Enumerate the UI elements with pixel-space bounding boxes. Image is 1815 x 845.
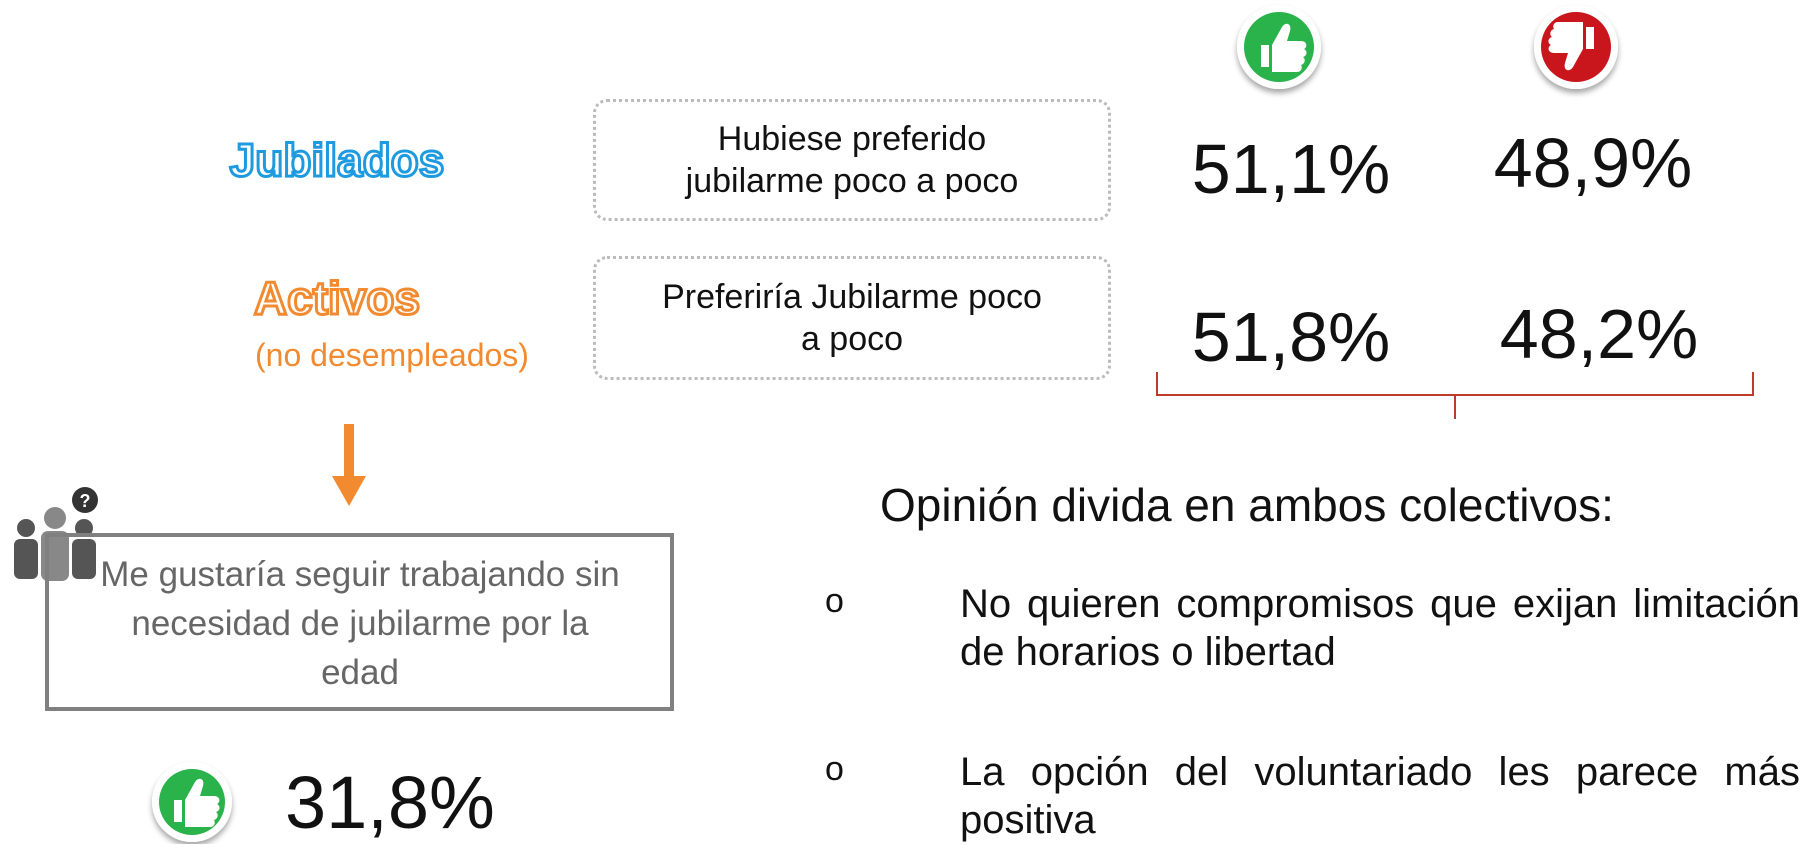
thumb-up-icon bbox=[1237, 5, 1321, 89]
people-icon: ? bbox=[14, 487, 98, 581]
thumb-up-icon bbox=[152, 762, 232, 842]
statement-box: Hubiese preferido jubilarme poco a poco bbox=[593, 99, 1111, 221]
statement: Hubiese preferido jubilarme poco a poco bbox=[685, 119, 1019, 201]
statement-box bbox=[45, 533, 674, 711]
statement-box: Preferiría Jubilarme poco a poco bbox=[593, 256, 1111, 380]
group-title: Jubilados bbox=[230, 134, 445, 186]
icon-badge: ? bbox=[80, 491, 91, 511]
group-title: Activos bbox=[254, 272, 420, 324]
agree-percent: 51,8% bbox=[1191, 298, 1391, 376]
thumb-down-icon bbox=[1534, 5, 1618, 89]
agree-percent: 51,1% bbox=[1191, 130, 1391, 208]
bullet-text: La opción del voluntariado les parece má… bbox=[960, 750, 1800, 842]
statement: Preferiría Jubilarme poco a poco bbox=[662, 277, 1042, 359]
conclusion-title: Opinión divida en ambos colectivos: bbox=[880, 479, 1614, 531]
bracket bbox=[1156, 372, 1754, 419]
bullet-marker: o bbox=[825, 582, 844, 620]
bullet-text: No quieren compromisos que exijan limita… bbox=[960, 582, 1800, 674]
bullet-marker: o bbox=[825, 750, 844, 788]
down-arrow bbox=[332, 424, 366, 506]
disagree-percent: 48,2% bbox=[1499, 295, 1699, 373]
work-statement: Me gustaría seguir trabajando sin necesi… bbox=[100, 555, 620, 692]
agree-percent: 31,8% bbox=[285, 761, 495, 844]
group-subtitle: (no desempleados) bbox=[255, 337, 529, 373]
disagree-percent: 48,9% bbox=[1493, 124, 1693, 202]
